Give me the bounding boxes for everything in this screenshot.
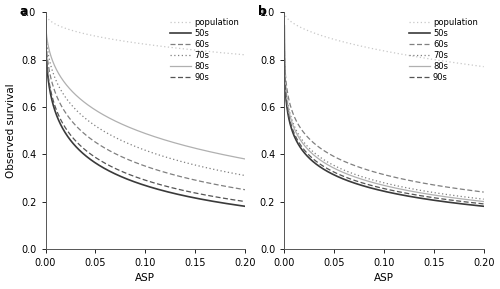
X-axis label: ASP: ASP <box>374 273 394 284</box>
Y-axis label: Observed survival: Observed survival <box>6 83 16 178</box>
Text: b: b <box>258 5 267 18</box>
Text: a: a <box>20 5 28 18</box>
Legend: population, 50s, 60s, 70s, 80s, 90s: population, 50s, 60s, 70s, 80s, 90s <box>168 16 241 84</box>
X-axis label: ASP: ASP <box>135 273 155 284</box>
Legend: population, 50s, 60s, 70s, 80s, 90s: population, 50s, 60s, 70s, 80s, 90s <box>407 16 480 84</box>
